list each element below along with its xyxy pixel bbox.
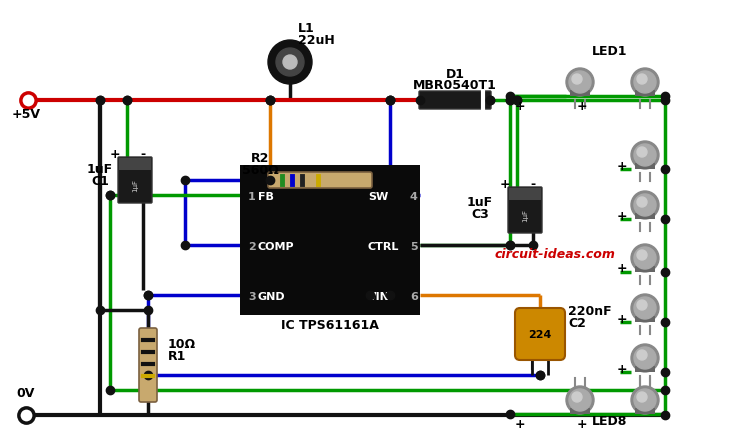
Circle shape <box>634 247 656 269</box>
Text: +: + <box>617 262 627 275</box>
FancyBboxPatch shape <box>635 408 655 414</box>
Circle shape <box>631 141 659 169</box>
FancyBboxPatch shape <box>635 90 655 96</box>
Text: +: + <box>110 148 120 161</box>
Circle shape <box>569 71 591 93</box>
Circle shape <box>569 389 591 411</box>
Text: C2: C2 <box>568 317 586 330</box>
FancyBboxPatch shape <box>570 408 590 414</box>
Circle shape <box>637 350 647 360</box>
Text: VIN: VIN <box>368 292 390 302</box>
FancyBboxPatch shape <box>570 90 590 96</box>
FancyBboxPatch shape <box>419 91 491 109</box>
Text: 5: 5 <box>410 242 418 252</box>
FancyBboxPatch shape <box>508 187 542 233</box>
Text: COMP: COMP <box>258 242 295 252</box>
Text: C3: C3 <box>471 208 489 221</box>
Circle shape <box>634 144 656 166</box>
Circle shape <box>637 392 647 402</box>
Circle shape <box>283 55 297 69</box>
Text: SW: SW <box>368 192 388 202</box>
Text: +: + <box>500 178 510 191</box>
Circle shape <box>637 147 647 157</box>
Text: +: + <box>577 100 588 113</box>
Circle shape <box>566 386 594 414</box>
Text: 560Ω: 560Ω <box>242 164 278 177</box>
Text: 1μF: 1μF <box>132 178 138 191</box>
FancyBboxPatch shape <box>515 308 565 360</box>
Circle shape <box>572 392 582 402</box>
Text: LED8: LED8 <box>592 415 628 428</box>
FancyBboxPatch shape <box>635 266 655 272</box>
Circle shape <box>631 294 659 322</box>
Text: circuit-ideas.com: circuit-ideas.com <box>494 248 615 261</box>
Text: +: + <box>617 363 627 376</box>
Text: IC TPS61161A: IC TPS61161A <box>281 319 379 332</box>
Text: 0V: 0V <box>17 387 35 400</box>
Text: +5V: +5V <box>12 108 40 121</box>
FancyBboxPatch shape <box>635 316 655 322</box>
Text: 1uF: 1uF <box>467 196 493 209</box>
Text: -: - <box>531 178 536 191</box>
Circle shape <box>566 68 594 96</box>
Circle shape <box>634 71 656 93</box>
FancyBboxPatch shape <box>118 157 152 203</box>
Text: MBR0540T1: MBR0540T1 <box>413 79 497 92</box>
Text: -: - <box>140 148 145 161</box>
Text: R2: R2 <box>251 152 269 165</box>
Circle shape <box>634 194 656 216</box>
Circle shape <box>631 191 659 219</box>
Circle shape <box>637 250 647 260</box>
Text: C1: C1 <box>91 175 109 188</box>
Text: CTRL: CTRL <box>368 242 399 252</box>
Text: +: + <box>577 418 588 431</box>
Text: +: + <box>515 418 526 431</box>
FancyBboxPatch shape <box>268 172 372 188</box>
Circle shape <box>631 344 659 372</box>
Circle shape <box>637 197 647 207</box>
Text: D1: D1 <box>445 68 464 81</box>
FancyBboxPatch shape <box>119 158 151 170</box>
FancyBboxPatch shape <box>635 213 655 219</box>
Text: GND: GND <box>258 292 285 302</box>
Text: +: + <box>617 210 627 223</box>
Text: +: + <box>617 160 627 173</box>
Text: R1: R1 <box>168 350 186 363</box>
Text: 1μF: 1μF <box>522 208 528 222</box>
FancyBboxPatch shape <box>509 188 541 200</box>
Circle shape <box>631 68 659 96</box>
Circle shape <box>631 244 659 272</box>
Text: 22uH: 22uH <box>298 34 335 47</box>
FancyBboxPatch shape <box>139 328 157 402</box>
Circle shape <box>572 74 582 84</box>
FancyBboxPatch shape <box>240 165 420 315</box>
Text: +: + <box>617 313 627 326</box>
Text: 220nF: 220nF <box>568 305 612 318</box>
Text: FB: FB <box>258 192 274 202</box>
Text: +: + <box>515 100 526 113</box>
Text: 3: 3 <box>248 292 255 302</box>
Circle shape <box>637 74 647 84</box>
FancyBboxPatch shape <box>635 366 655 372</box>
Text: L1: L1 <box>298 22 315 35</box>
Text: 6: 6 <box>410 292 418 302</box>
Circle shape <box>634 297 656 319</box>
Circle shape <box>631 386 659 414</box>
Text: 10Ω: 10Ω <box>168 338 196 351</box>
Circle shape <box>634 347 656 369</box>
Circle shape <box>276 48 304 76</box>
Text: 224: 224 <box>529 330 552 340</box>
Text: 4: 4 <box>410 192 418 202</box>
Text: 1uF: 1uF <box>87 163 113 176</box>
Circle shape <box>268 40 312 84</box>
Text: LED1: LED1 <box>592 45 628 58</box>
FancyBboxPatch shape <box>635 163 655 169</box>
Circle shape <box>637 300 647 310</box>
Circle shape <box>634 389 656 411</box>
Text: 1: 1 <box>248 192 255 202</box>
Text: 2: 2 <box>248 242 255 252</box>
